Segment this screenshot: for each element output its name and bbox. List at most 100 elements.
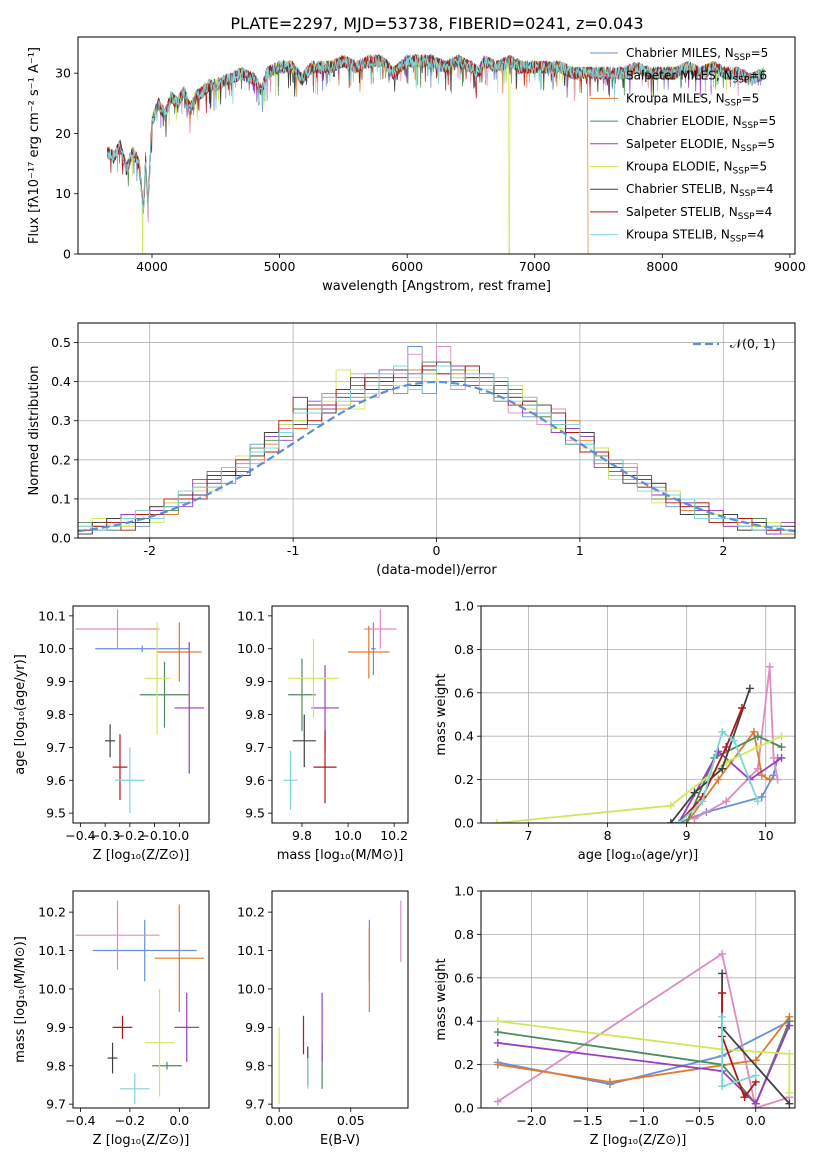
weight-marker (777, 732, 786, 741)
z-weight-ylabel: mass weight (434, 958, 449, 1040)
spectrum-xtick-label: 4000 (136, 259, 168, 274)
z-age-xlabel: Z [log₁₀(Z/Z⊙)] (93, 848, 190, 863)
errorbar-point (75, 609, 160, 649)
weight-marker (785, 1099, 794, 1108)
z-age-ytick-label: 9.7 (46, 740, 66, 755)
spectrum-legend-label: Chabrier STELIB, NSSP=4 (626, 182, 774, 199)
errorbar-point (313, 730, 337, 804)
spectrum-legend-suffix: =5 (757, 137, 775, 151)
weight-marker (674, 819, 683, 823)
ebv-mass-ytick-label: 10.0 (237, 981, 265, 996)
spectrum-legend-label: Chabrier MILES, NSSP=5 (626, 46, 768, 63)
weight-marker (493, 1060, 502, 1069)
z-weight-ytick-label: 0.8 (454, 927, 474, 942)
z-age-ytick-label: 9.8 (46, 707, 66, 722)
z-mass-frame (72, 890, 210, 1109)
errorbar-point (144, 988, 175, 1097)
weight-marker (753, 743, 762, 752)
z-age-xtick-label: −0.2 (115, 828, 145, 843)
mass-age-xtick-label: 9.8 (292, 828, 312, 843)
ebv-mass-plot-area (278, 900, 402, 1105)
residuals-xtick-label: 0 (433, 543, 441, 558)
errorbar-point (154, 904, 205, 1012)
age-weight-xlabel: age [log₁₀(age/yr)] (578, 848, 699, 863)
residuals-ytick-label: 0.1 (51, 491, 71, 506)
spectrum-xtick-label: 9000 (774, 259, 806, 274)
ebv-mass-frame (271, 890, 409, 1109)
age-weight-xtick-label: 8 (604, 828, 612, 843)
z-mass-ytick-label: 9.9 (46, 1020, 66, 1035)
errorbar-point (157, 622, 202, 682)
z-age-frame (72, 605, 210, 824)
weight-marker (722, 797, 731, 806)
spectrum-legend-sub: SSP (740, 144, 757, 154)
errorbar-point (371, 622, 376, 676)
weight-marker (718, 1082, 727, 1091)
errorbar-point (288, 658, 316, 731)
residuals-ytick-label: 0.0 (51, 531, 71, 546)
mass-age-ytick-label: 9.7 (245, 740, 265, 755)
errorbar-point (174, 642, 205, 774)
z-weight-ytick-label: 1.0 (454, 884, 474, 899)
z-weight-ytick-label: 0.4 (454, 1014, 474, 1029)
age-weight-frame (480, 605, 796, 824)
spectrum-ylabel: Flux [fλ10⁻¹⁷ erg cm⁻² s⁻¹ A⁻¹] (27, 47, 42, 244)
errorbar-point (107, 1042, 118, 1074)
weight-marker (765, 662, 774, 671)
spectrum-legend-suffix: =5 (749, 160, 767, 174)
spectrum-xtick-label: 5000 (264, 259, 296, 274)
spectrum-xtick-label: 7000 (519, 259, 551, 274)
z-mass-ytick-label: 10.1 (38, 943, 66, 958)
errorbar-point (283, 750, 298, 810)
z-weight-xlabel: Z [log₁₀(Z/Z⊙)] (590, 1133, 687, 1148)
residuals-ytick-label: 0.5 (51, 335, 71, 350)
weight-marker (718, 1012, 727, 1021)
z-age-ytick-label: 10.1 (38, 608, 66, 623)
weight-marker (690, 788, 699, 797)
weight-line (677, 749, 783, 823)
weight-marker (765, 775, 774, 784)
age-weight-ytick-label: 0.8 (454, 642, 474, 657)
errorbar-point (105, 724, 116, 758)
residuals-xlabel: (data-model)/error (376, 563, 497, 578)
mass-age-ytick-label: 9.6 (245, 773, 265, 788)
residuals-xtick-label: 1 (576, 543, 584, 558)
weight-marker (666, 819, 675, 823)
weight-marker (714, 775, 723, 784)
weight-marker (493, 1038, 502, 1047)
spectrum-legend-suffix: =5 (751, 46, 769, 60)
mass-age-xtick-label: 10.0 (334, 828, 362, 843)
weight-marker (666, 801, 675, 810)
mass-age-plot-area (283, 609, 397, 810)
weight-marker (740, 1093, 749, 1102)
figure-title: PLATE=2297, MJD=53738, FIBERID=0241, z=0… (230, 14, 643, 33)
spectrum-frame (77, 36, 796, 255)
age-weight-ylabel: mass weight (434, 673, 449, 755)
weight-line (497, 1020, 791, 1093)
z-mass-plot-area (75, 900, 205, 1105)
errorbar-point (152, 1061, 182, 1070)
z-mass-ytick-label: 9.7 (46, 1097, 66, 1112)
age-weight-xtick-label: 10 (758, 828, 774, 843)
residuals-ytick-label: 0.3 (51, 413, 71, 428)
mass-age-ytick-label: 10.0 (237, 641, 265, 656)
weight-line (497, 1025, 791, 1106)
z-age-xtick-label: 0.0 (169, 828, 189, 843)
weight-marker (718, 969, 727, 978)
age-weight-xtick-label: 7 (524, 828, 532, 843)
z-age-ytick-label: 10.0 (38, 641, 66, 656)
spectrum-legend-label: Kroupa ELODIE, NSSP=5 (626, 160, 767, 177)
weight-marker (753, 797, 762, 806)
weight-marker (690, 814, 699, 823)
residuals-frame (77, 322, 796, 539)
mass-age-ytick-label: 9.8 (245, 707, 265, 722)
z-age-xtick-label: −0.4 (65, 828, 95, 843)
spectrum-legend-label: Salpeter ELODIE, NSSP=5 (626, 137, 775, 154)
weight-marker (785, 1049, 794, 1058)
spectrum-legend-suffix: =4 (756, 182, 774, 196)
mass-age-ytick-label: 9.9 (245, 674, 265, 689)
weight-marker (777, 743, 786, 752)
ebv-mass-ytick-label: 10.1 (237, 943, 265, 958)
z-weight-xtick-label: −1.0 (628, 1113, 658, 1128)
z-mass-xtick-label: −0.2 (115, 1113, 145, 1128)
